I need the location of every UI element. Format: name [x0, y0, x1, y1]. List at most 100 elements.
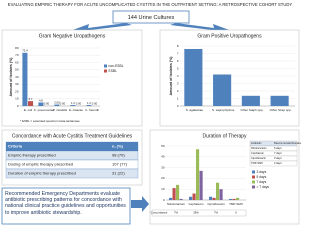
y-tick-label: 50 — [15, 68, 19, 72]
legend-label: ESBL — [109, 69, 118, 73]
bar — [38, 102, 44, 106]
legend-swatch — [104, 64, 107, 68]
table-cell: Recommended Duration — [274, 141, 301, 145]
concordance-cell: Concordance — [151, 211, 168, 215]
x-tick-label: C. freundii — [85, 108, 99, 112]
table-cell: n, (%) — [112, 144, 124, 149]
table-cell: Ciprofloxacin — [251, 156, 267, 160]
table-row — [5, 168, 139, 179]
value-label: 0.00 — [44, 102, 50, 106]
y-tick-label: 2 — [177, 89, 179, 93]
source-box — [112, 10, 190, 24]
y-tick-label: 70 — [15, 53, 19, 57]
y-tick-label: 0 — [17, 104, 19, 108]
bar — [70, 105, 76, 106]
bar — [209, 196, 213, 200]
chart-title: Gram Positive Uropathogens — [197, 33, 262, 39]
bar — [216, 182, 220, 200]
y-tick-label: 8 — [177, 44, 179, 48]
chart-title: Gram Negative Uropathogens — [39, 33, 106, 39]
bar — [172, 188, 176, 200]
bar — [179, 198, 183, 200]
bar — [86, 105, 92, 106]
y-tick-label: 10 — [161, 187, 165, 191]
x-tick-label: P. mirabilis — [53, 108, 68, 112]
bar — [28, 101, 34, 106]
legend-swatch — [252, 185, 255, 189]
y-tick-label: 40 — [161, 155, 165, 159]
legend-swatch — [252, 175, 255, 179]
concordance-cell: 0 — [235, 211, 237, 215]
bar — [241, 95, 260, 106]
table-cell: Cephalexin — [251, 151, 265, 155]
y-tick-label: 6 — [177, 59, 179, 63]
x-tick-label: Other Strep spp. — [270, 108, 292, 112]
y-tick-label: 40 — [15, 75, 19, 79]
bar — [22, 52, 28, 106]
y-tick-label: 60 — [15, 60, 19, 64]
y-tick-label: 5 — [177, 66, 179, 70]
table-cell: 5 days — [274, 146, 282, 150]
y-axis-label: Amount of Isolates (%) — [169, 56, 173, 96]
value-label: 0.00 — [92, 102, 98, 106]
value-label: 73.4 — [22, 49, 28, 53]
bar — [176, 184, 180, 200]
y-tick-label: 4 — [177, 74, 179, 78]
arrow-recommendation — [131, 196, 149, 212]
table-cell: 7 days — [274, 151, 282, 155]
y-tick-label: 80 — [15, 46, 19, 50]
bar — [184, 49, 203, 106]
table-cell: 31 (22) — [112, 171, 125, 176]
value-label: 6.7 — [29, 97, 33, 101]
y-tick-label: 30 — [161, 165, 165, 169]
bar — [212, 197, 216, 200]
legend-swatch — [252, 170, 255, 174]
bar — [196, 149, 200, 200]
value-label: 0.00 — [60, 102, 66, 106]
bar — [189, 196, 193, 200]
legend-label: > 7 days — [257, 185, 270, 189]
legend-label: 3 days — [257, 170, 267, 174]
concordance-cell: 35% — [193, 211, 199, 215]
table-cell: 3 days — [274, 156, 282, 160]
bar — [213, 74, 232, 106]
bar — [54, 104, 60, 106]
table-cell: Nitrofurantoin — [251, 146, 267, 150]
table-cell: 3 days — [274, 161, 282, 165]
bar — [270, 95, 289, 106]
table-cell: Empiric therapy prescribed — [8, 153, 56, 158]
bar — [219, 189, 223, 200]
table-cell: 98 (70) — [112, 153, 125, 158]
x-tick-label: E. coli — [24, 108, 33, 112]
y-tick-label: 20 — [15, 89, 19, 93]
table-cell: Antibiotic — [251, 141, 262, 145]
x-tick-label: S. agalactiae — [186, 108, 204, 112]
chart-title: Duration of Therapy — [202, 133, 247, 139]
recommendation-box — [1, 187, 131, 225]
table-cell: Duration of empiric therapy prescribed — [8, 171, 76, 176]
recommendation-area: Recommended Emergency Departments evalua… — [5, 191, 126, 216]
y-tick-label: 0 — [163, 198, 165, 202]
x-tick-label: E. cloacae — [69, 108, 83, 112]
legend-swatch — [252, 180, 255, 184]
bar — [199, 170, 203, 200]
legend-label: 7 days — [257, 180, 267, 184]
x-tick-label: TMP-SMX — [229, 202, 243, 206]
source-box-label: 144 Urine Cultures — [128, 15, 175, 21]
legend-label: non-ESBL — [109, 64, 124, 68]
x-tick-label: K. pneumoniae — [34, 108, 55, 112]
x-tick-label: Cephalexin — [188, 202, 203, 206]
y-tick-label: 30 — [15, 82, 19, 86]
table-cell: Criteria — [8, 144, 23, 149]
value-label: 2.00 — [54, 100, 60, 104]
bar — [169, 197, 173, 200]
y-axis-label: Amount of Isolates (%) — [9, 57, 13, 97]
page-title: EVALUATING EMPIRIC THERAPY FOR ACUTE UNC… — [8, 2, 293, 7]
bar — [229, 198, 233, 200]
x-tick-label: Other Staph spp. — [241, 108, 264, 112]
concordance-row — [151, 209, 247, 217]
y-tick-label: 20 — [161, 176, 165, 180]
bar — [236, 197, 240, 200]
table-cell: TMP-SMX — [251, 161, 263, 165]
concordance-cell: 7% — [214, 211, 219, 215]
